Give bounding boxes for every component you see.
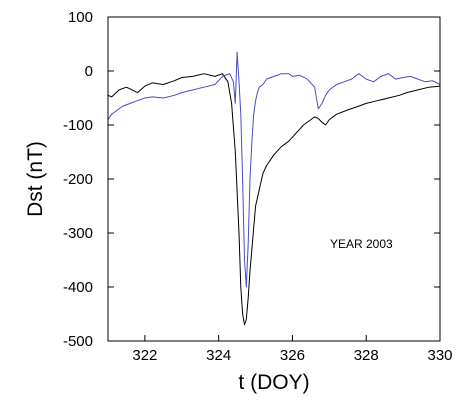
series-line-2	[107, 51, 441, 288]
y-axis-title: Dst (nT)	[24, 141, 47, 217]
year-annotation: YEAR 2003	[330, 237, 393, 251]
x-tick-label: 330	[427, 347, 452, 364]
y-tick-label: -400	[63, 279, 93, 296]
axis-ticks	[108, 16, 441, 342]
y-tick-label: -200	[63, 171, 93, 188]
x-tick-label: 326	[280, 347, 305, 364]
x-axis-title: t (DOY)	[238, 371, 309, 394]
y-tick-label: -100	[63, 117, 93, 134]
tick-labels: 322 324 326 328 330 100 0 -100 -200 -300 -400 -500	[63, 9, 453, 364]
y-tick-label: -500	[63, 333, 93, 350]
x-tick-label: 324	[206, 347, 231, 364]
x-tick-label: 328	[354, 347, 379, 364]
y-tick-label: 100	[68, 9, 93, 26]
plot-lines	[107, 51, 441, 326]
plot-frame	[107, 16, 441, 342]
y-tick-label: -300	[63, 225, 93, 242]
series-line-1	[107, 73, 441, 326]
y-tick-label: 0	[85, 63, 93, 80]
x-tick-label: 322	[132, 347, 157, 364]
